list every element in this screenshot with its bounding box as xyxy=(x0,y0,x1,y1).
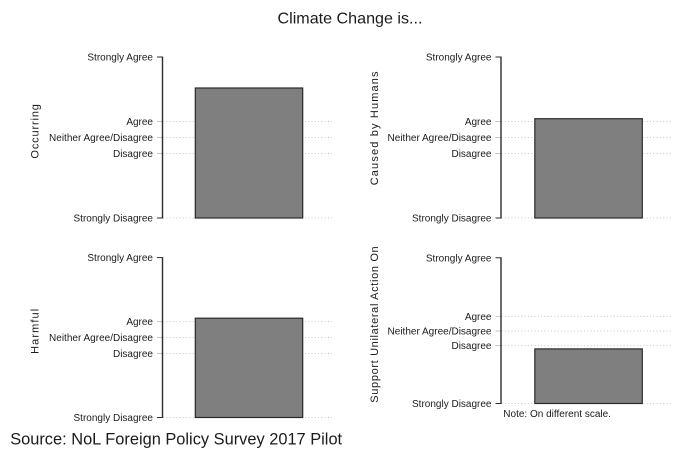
svg-text:Agree: Agree xyxy=(465,312,492,323)
svg-text:Agree: Agree xyxy=(465,117,492,128)
svg-text:Neither Agree/Disagree: Neither Agree/Disagree xyxy=(388,133,492,144)
svg-text:Caused by Humans: Caused by Humans xyxy=(369,70,381,185)
svg-text:Strongly Agree: Strongly Agree xyxy=(87,253,153,264)
svg-text:Neither Agree/Disagree: Neither Agree/Disagree xyxy=(49,133,153,144)
svg-text:Support Unilateral Action On: Support Unilateral Action On xyxy=(369,246,381,403)
svg-text:Harmful: Harmful xyxy=(29,308,41,354)
svg-text:Strongly Disagree: Strongly Disagree xyxy=(412,399,492,410)
svg-text:Agree: Agree xyxy=(126,317,153,328)
svg-text:Strongly Agree: Strongly Agree xyxy=(87,53,153,64)
svg-text:Strongly Disagree: Strongly Disagree xyxy=(74,214,154,225)
svg-text:Strongly Agree: Strongly Agree xyxy=(426,53,492,64)
svg-text:Occurring: Occurring xyxy=(29,103,41,158)
svg-text:Agree: Agree xyxy=(126,117,153,128)
svg-text:Note: On different scale.: Note: On different scale. xyxy=(503,409,611,420)
svg-text:Strongly Disagree: Strongly Disagree xyxy=(412,214,492,225)
svg-text:Source: NoL Foreign Policy Sur: Source: NoL Foreign Policy Survey 2017 P… xyxy=(10,431,342,449)
svg-text:Disagree: Disagree xyxy=(113,149,153,160)
svg-text:Disagree: Disagree xyxy=(451,149,491,160)
svg-text:Climate Change is...: Climate Change is... xyxy=(278,10,423,28)
svg-text:Disagree: Disagree xyxy=(113,349,153,360)
svg-text:Strongly Agree: Strongly Agree xyxy=(426,253,492,264)
svg-text:Neither Agree/Disagree: Neither Agree/Disagree xyxy=(49,333,153,344)
svg-text:Neither Agree/Disagree: Neither Agree/Disagree xyxy=(388,327,492,338)
svg-text:Disagree: Disagree xyxy=(451,341,491,352)
svg-text:Strongly Disagree: Strongly Disagree xyxy=(74,413,154,424)
